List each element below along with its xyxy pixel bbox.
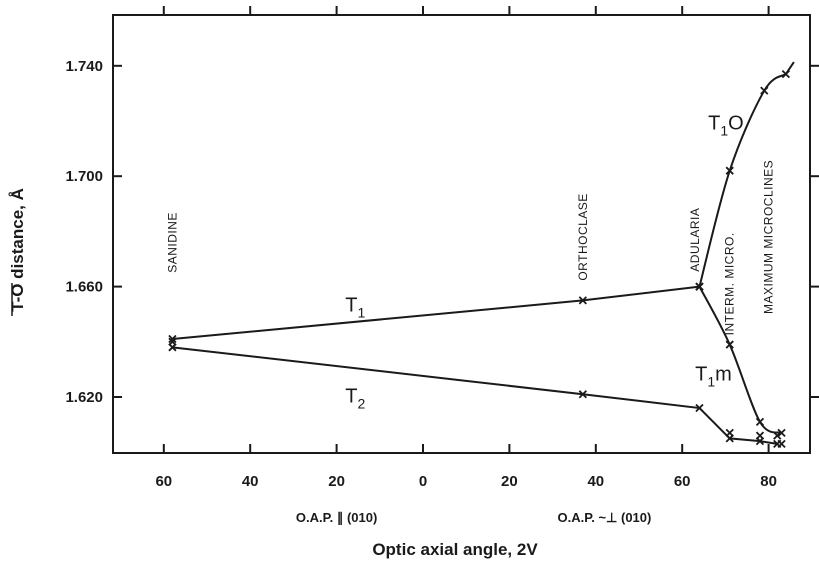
data-point-marker bbox=[755, 431, 765, 440]
data-point-marker bbox=[578, 390, 587, 399]
y-tick-label: 1.740 bbox=[65, 58, 103, 75]
data-point-marker bbox=[725, 166, 734, 175]
y-tick-label: 1.700 bbox=[65, 168, 103, 185]
data-point-marker bbox=[725, 428, 734, 438]
data-point-marker bbox=[168, 337, 177, 346]
x-axis-ticks: 60 40 20 0 20 40 60 80 bbox=[155, 6, 777, 490]
curve-label-t1m: T1m bbox=[695, 363, 732, 389]
data-point-marker bbox=[755, 417, 765, 426]
data-point-marker bbox=[578, 296, 587, 305]
region-label: INTERM. MICRO. bbox=[723, 232, 737, 335]
data-point-marker bbox=[781, 69, 791, 79]
data-point-marker bbox=[773, 431, 782, 440]
x-tick-label: 20 bbox=[328, 473, 345, 490]
series-line-t1 bbox=[172, 285, 700, 341]
series-line-t1m bbox=[698, 286, 783, 434]
x-tick-label: 80 bbox=[760, 473, 777, 490]
curve-labels: T1 T2 T1O T1m bbox=[345, 112, 743, 411]
x-tick-label: 40 bbox=[587, 473, 604, 490]
data-markers bbox=[168, 69, 791, 449]
curve-label-t1o: T1O bbox=[708, 112, 744, 138]
x-sublabels: O.A.P. ∥ (010) O.A.P. ~⊥ (010) bbox=[296, 510, 651, 526]
x-tick-label: 40 bbox=[242, 473, 259, 490]
region-labels: SANIDINE ORTHOCLASE ADULARIA INTERM. MICRO.… bbox=[165, 160, 775, 336]
region-label: ADULARIA bbox=[688, 208, 702, 272]
y-axis-title: T-O distance, Å bbox=[8, 188, 27, 312]
data-point-marker bbox=[777, 439, 786, 449]
x-sublabel: O.A.P. ∥ (010) bbox=[296, 510, 377, 526]
x-tick-label: 60 bbox=[155, 473, 172, 490]
plot-frame bbox=[112, 14, 811, 454]
data-point-marker bbox=[695, 403, 704, 413]
x-tick-label: 20 bbox=[501, 473, 518, 490]
data-point-marker bbox=[168, 334, 177, 344]
x-tick-label: 0 bbox=[419, 473, 427, 490]
data-point-marker bbox=[725, 340, 734, 349]
series-line-t2 bbox=[172, 346, 778, 445]
region-label: MAXIMUM MICROCLINES bbox=[762, 160, 776, 314]
x-tick-label: 60 bbox=[674, 473, 691, 490]
data-point-marker bbox=[777, 428, 786, 438]
data-point-marker bbox=[695, 282, 704, 291]
y-tick-label: 1.660 bbox=[65, 279, 103, 296]
curve-label-t2: T2 bbox=[345, 386, 365, 412]
series-line-t1o bbox=[698, 73, 787, 287]
y-tick-label: 1.620 bbox=[65, 389, 103, 406]
curve-label-t1: T1 bbox=[345, 294, 365, 320]
region-label: SANIDINE bbox=[165, 212, 179, 273]
x-axis-title: Optic axial angle, 2V bbox=[372, 540, 538, 559]
x-sublabel: O.A.P. ~⊥ (010) bbox=[558, 510, 652, 525]
data-point-marker bbox=[760, 86, 769, 95]
region-label: ORTHOCLASE bbox=[576, 193, 590, 280]
y-axis-ticks: 1.620 1.660 1.700 1.740 bbox=[65, 58, 819, 406]
